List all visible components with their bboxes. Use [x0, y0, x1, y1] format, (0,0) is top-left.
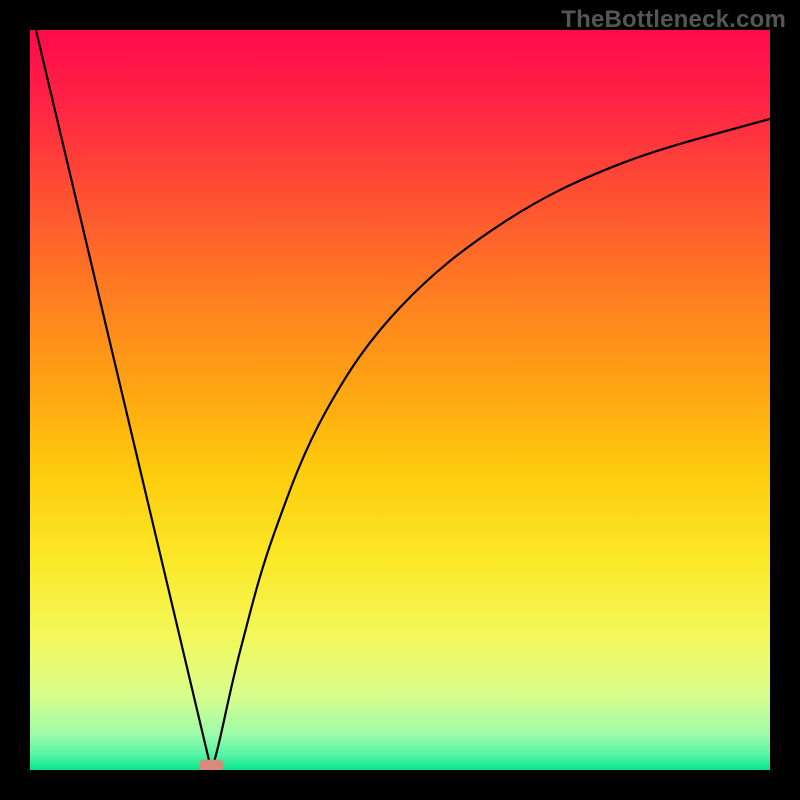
- plot-frame: [30, 30, 770, 770]
- watermark-text: TheBottleneck.com: [561, 6, 786, 34]
- plot-area: [30, 30, 770, 770]
- chart-container: TheBottleneck.com: [0, 0, 800, 800]
- minimum-marker: [199, 760, 224, 770]
- plot-svg: [30, 30, 770, 770]
- bottleneck-curve: [36, 30, 770, 770]
